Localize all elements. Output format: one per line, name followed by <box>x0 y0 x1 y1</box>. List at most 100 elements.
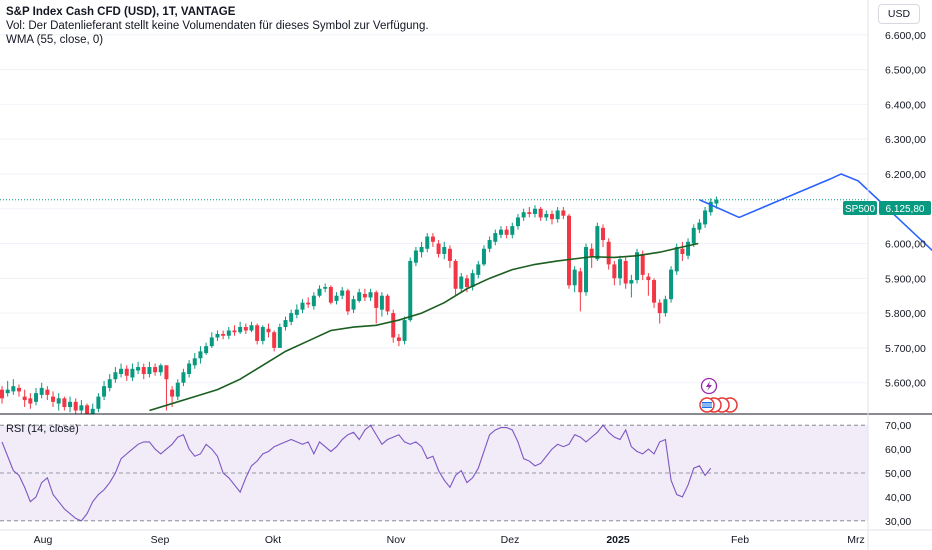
candle-body <box>464 278 469 288</box>
candle-body <box>243 327 248 331</box>
candle-body <box>323 287 328 289</box>
candle-body <box>153 367 158 373</box>
candle-body <box>623 260 628 284</box>
candle-body <box>204 346 209 354</box>
candle-body <box>680 248 685 254</box>
candle-body <box>646 276 651 281</box>
time-tick-label: Dez <box>501 534 520 546</box>
candle-body <box>226 330 231 336</box>
candle-body <box>238 327 243 333</box>
candle-body <box>657 302 662 314</box>
candle-body <box>510 226 515 235</box>
candle-body <box>277 327 282 348</box>
candle-body <box>453 260 458 289</box>
candle-body <box>209 337 214 347</box>
time-tick-label: Sep <box>151 534 170 546</box>
candle-body <box>708 201 713 213</box>
price-tick-label: 5.900,00 <box>885 273 926 285</box>
rsi-axis[interactable]: 30,00 40,00 50,00 60,00 70,00 <box>885 420 911 528</box>
candle-body <box>357 292 362 301</box>
us-flag-stripes <box>702 402 712 408</box>
candle-body <box>113 372 118 380</box>
candle-body <box>663 299 668 314</box>
price-tick-label: 6.300,00 <box>885 134 926 146</box>
time-tick-label: Okt <box>265 534 281 546</box>
candle-body <box>68 401 73 408</box>
candle-body <box>164 365 169 380</box>
candle-body <box>374 292 379 308</box>
candle-body <box>192 358 197 366</box>
candle-body <box>272 332 277 348</box>
candle-body <box>73 401 78 411</box>
price-axis[interactable]: 5.600,00 5.700,00 5.800,00 5.900,00 6.000,00… <box>885 30 926 390</box>
candle-body <box>601 227 606 241</box>
candle-body <box>198 351 203 359</box>
candle-body <box>102 386 107 397</box>
time-tick-label: Feb <box>731 534 749 546</box>
candle-body <box>555 210 560 220</box>
candle-body <box>532 208 537 214</box>
candle-body <box>589 248 594 258</box>
chart-title: S&P Index Cash CFD (USD), 1T, VANTAGE <box>6 6 236 18</box>
candle-body <box>232 330 237 333</box>
candle-body <box>691 227 696 244</box>
volume-note: Vol: Der Datenlieferant stellt keine Vol… <box>6 20 429 32</box>
candle-body <box>572 269 577 286</box>
time-tick-label: Nov <box>387 534 406 546</box>
event-icons[interactable] <box>699 377 738 413</box>
price-tick-label: 5.800,00 <box>885 308 926 320</box>
rsi-legend[interactable]: RSI (14, close) <box>6 423 79 435</box>
candle-body <box>119 368 124 374</box>
price-tick-label: 6.400,00 <box>885 99 926 111</box>
candle-body <box>34 393 39 402</box>
candle-body <box>436 243 441 254</box>
time-tick-label: Mrz <box>847 534 865 546</box>
candle-body <box>221 333 226 336</box>
rsi-tick-label: 60,00 <box>885 444 911 456</box>
candle-body <box>11 386 16 392</box>
candle-body <box>419 247 424 253</box>
candles-layer <box>0 196 719 414</box>
candle-body <box>340 290 345 296</box>
candle-body <box>283 320 288 328</box>
candle-body <box>51 396 56 402</box>
candle-body <box>170 389 175 397</box>
candle-body <box>430 236 435 242</box>
candle-body <box>703 210 708 225</box>
candle-body <box>96 396 101 409</box>
candle-body <box>187 363 192 374</box>
price-tag-symbol-bg <box>843 201 877 215</box>
time-tick-label: 2025 <box>606 534 630 546</box>
candle-body <box>527 212 532 214</box>
rsi-tick-label: 50,00 <box>885 468 911 480</box>
currency-button[interactable]: USD <box>878 4 920 24</box>
candle-body <box>158 365 163 373</box>
wma-legend[interactable]: WMA (55, close, 0) <box>6 34 104 46</box>
candle-body <box>300 302 305 310</box>
price-tick-label: 6.200,00 <box>885 169 926 181</box>
candle-body <box>549 213 554 220</box>
candle-body <box>413 250 418 263</box>
candle-body <box>215 333 220 338</box>
candle-body <box>39 387 44 395</box>
rsi-band <box>0 424 868 522</box>
candle-body <box>612 264 617 279</box>
candle-body <box>22 396 27 401</box>
candle-body <box>124 368 129 376</box>
time-tick-label: Aug <box>34 534 53 546</box>
rsi-tick-label: 70,00 <box>885 420 911 432</box>
candle-body <box>181 372 186 383</box>
price-grid <box>0 34 868 384</box>
price-tag-value-bg <box>879 201 931 215</box>
candle-body <box>578 271 583 293</box>
candle-body <box>79 405 84 411</box>
candle-body <box>447 248 452 261</box>
candle-body <box>396 337 401 341</box>
candle-body <box>0 389 4 399</box>
candle-body <box>311 295 316 307</box>
time-axis[interactable]: Aug Sep Okt Nov Dez 2025 Feb Mrz <box>34 534 865 546</box>
candle-body <box>442 247 447 254</box>
rsi-tick-label: 40,00 <box>885 492 911 504</box>
candle-body <box>141 367 146 374</box>
